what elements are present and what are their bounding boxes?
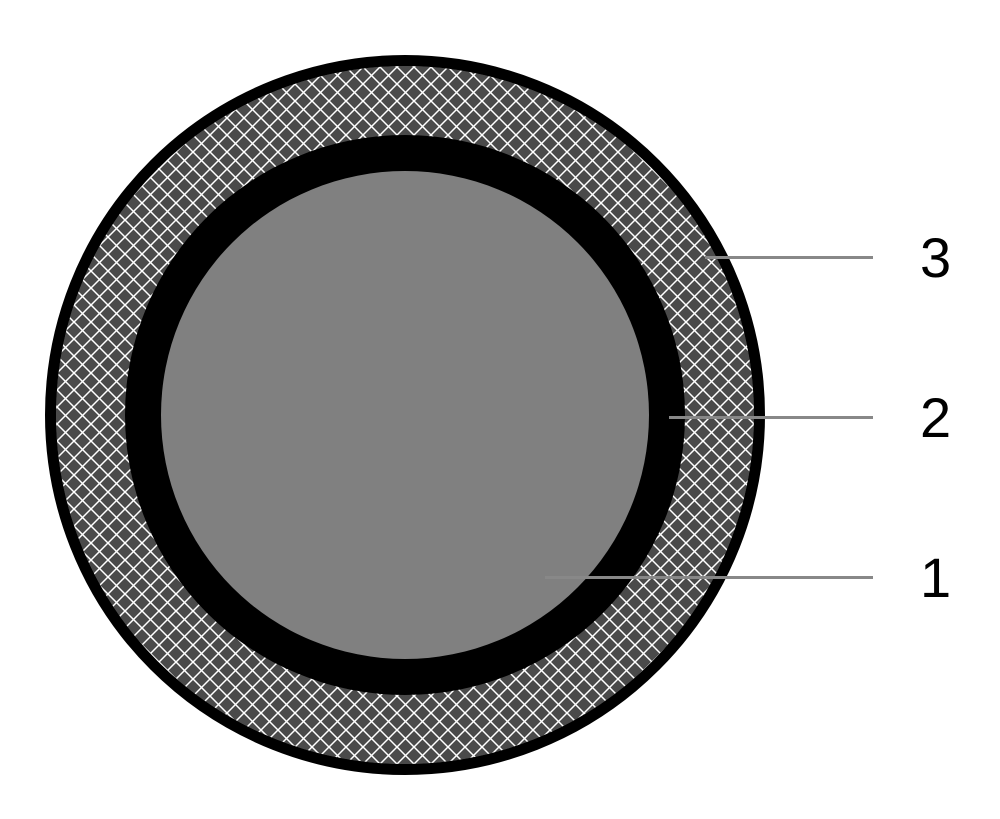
inner-circle-layer-1 <box>161 171 649 659</box>
label-2: 2 <box>920 385 951 450</box>
leader-line-1 <box>545 576 873 579</box>
leader-line-2 <box>669 416 873 419</box>
label-3: 3 <box>920 225 951 290</box>
cross-section-diagram <box>45 55 765 775</box>
leader-line-3 <box>705 256 873 259</box>
label-1: 1 <box>920 545 951 610</box>
